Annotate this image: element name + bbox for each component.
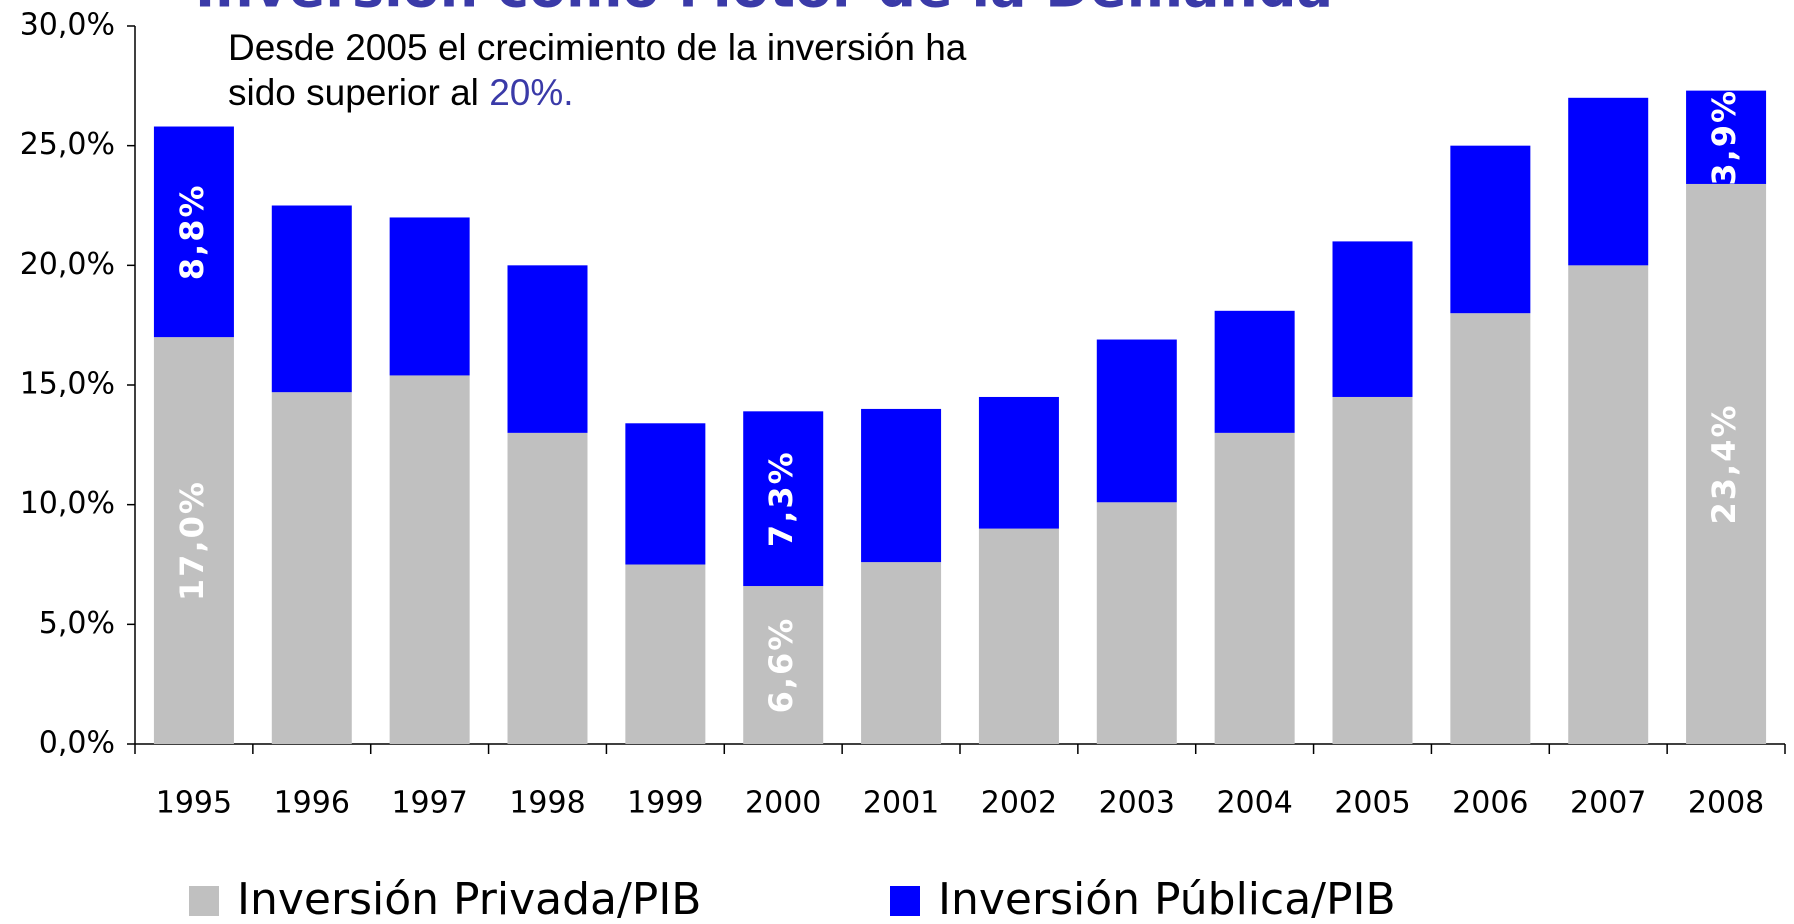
y-tick-label: 25,0% [20,127,115,162]
x-tick-label: 2001 [863,786,939,821]
bar-segment [625,423,706,565]
legend-label: Inversión Pública/PIB [938,874,1396,924]
legend-swatch [189,886,219,916]
x-tick-label: 1996 [274,786,350,821]
bar-segment [389,217,470,376]
bar-segment [861,562,942,744]
bar-segment [271,392,352,744]
bar-segment [1450,313,1531,744]
bar-segment [1096,339,1177,503]
bar-segment [861,408,942,563]
x-tick-label: 1997 [391,786,467,821]
bar-segment [1686,90,1767,184]
annotation-highlight: 20%. [489,72,573,113]
bar-segment [743,411,824,587]
x-tick-label: 1995 [156,786,232,821]
value-label: 6,6% [762,617,800,714]
y-tick-label: 20,0% [20,247,115,282]
x-tick-label: 2002 [981,786,1057,821]
x-tick-label: 2007 [1570,786,1646,821]
bar-segment [1686,183,1767,744]
x-tick-label: 2006 [1452,786,1528,821]
bar-segment [1214,310,1295,433]
chart-title: Inversión como Motor de la Demanda [195,0,1333,20]
bar-segment [625,564,706,744]
bar-segment [1450,145,1531,314]
x-tick-label: 2003 [1099,786,1175,821]
y-tick-label: 15,0% [20,367,115,402]
bar-segment [978,528,1059,744]
value-label: 8,8% [173,183,211,280]
x-tick-label: 1999 [627,786,703,821]
annotation-text: sido superior al [228,72,489,113]
annotation-line: sido superior al 20%. [228,72,574,113]
bar-segment [1096,502,1177,744]
y-tick-label: 10,0% [20,486,115,521]
y-tick-label: 30,0% [20,8,115,43]
bar-segment [978,396,1059,529]
bar-segment [507,265,588,433]
x-tick-label: 2004 [1216,786,1292,821]
legend-swatch [890,886,920,916]
bar-segment [1214,432,1295,744]
bar-segment [389,375,470,744]
value-label: 7,3% [762,450,800,547]
bar-segment [153,337,234,744]
x-tick-label: 2000 [745,786,821,821]
x-tick-label: 2008 [1688,786,1764,821]
bar-segment [743,586,824,744]
bar-segment [1332,241,1413,397]
y-tick-label: 5,0% [39,606,115,641]
value-label: 17,0% [173,480,211,601]
x-tick-label: 1998 [509,786,585,821]
bar-segment [1568,265,1649,744]
y-tick-label: 0,0% [39,726,115,761]
value-label: 3,9% [1705,89,1743,186]
legend-label: Inversión Privada/PIB [237,874,702,924]
bar-segment [153,126,234,338]
x-tick-label: 2005 [1334,786,1410,821]
bar-segment [1568,97,1649,266]
bar-segment [507,432,588,744]
bar-segment [271,205,352,393]
bar-segment [1332,396,1413,744]
annotation: Desde 2005 el crecimiento de la inversió… [228,27,967,68]
value-label: 23,4% [1705,403,1743,524]
